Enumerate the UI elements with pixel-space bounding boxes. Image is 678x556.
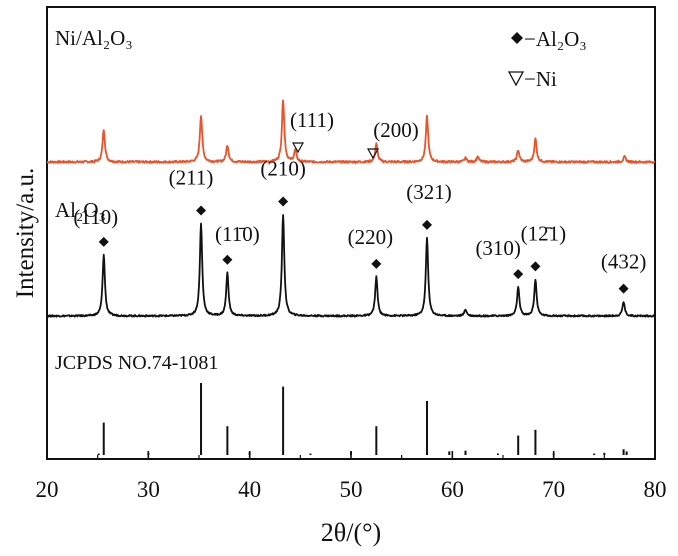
- legend-label-ni: −Ni: [524, 67, 557, 91]
- series-layer: [46, 99, 656, 455]
- hkl-label: (111): [290, 108, 334, 132]
- diamond-marker-icon: [513, 269, 524, 280]
- hkl-label: (321): [406, 180, 452, 204]
- x-tick-label: 40: [238, 477, 261, 502]
- diamond-marker-icon: [371, 258, 382, 269]
- diamond-marker-icon: [618, 283, 629, 294]
- diamond-marker-icon: [278, 196, 289, 207]
- hkl-label: (310): [475, 236, 521, 260]
- hkl-label: (200): [373, 118, 419, 142]
- series-label-jcpds: JCPDS NO.74-1081: [55, 352, 218, 374]
- series-line-al2o3: [46, 214, 656, 318]
- hkl-label: (211): [169, 166, 214, 190]
- annotation-layer: (110) (211) (11̄0) (210) (220) (321) (310)(12̄…: [73, 108, 646, 294]
- diamond-marker-icon: [422, 219, 432, 230]
- x-tick-label: 50: [340, 477, 363, 502]
- hkl-label: (220): [348, 225, 394, 249]
- hkl-label: (11̄0): [215, 222, 260, 246]
- hkl-label: (110): [73, 205, 118, 229]
- diamond-marker-icon: [222, 254, 233, 265]
- x-axis-label: 2θ/(°): [321, 518, 381, 547]
- legend: −Al₂O₃ −Ni: [507, 27, 587, 91]
- series-label-ni: Ni/Al₂O₃: [55, 26, 133, 50]
- x-tick-label: 70: [542, 477, 565, 502]
- x-tick-label: 20: [36, 477, 59, 502]
- hkl-label: (210): [260, 157, 306, 181]
- triangle-marker-icon: [291, 142, 305, 154]
- x-tick-label: 80: [644, 477, 667, 502]
- x-tick-label: 30: [137, 477, 160, 502]
- diamond-marker-icon: [196, 205, 207, 216]
- triangle-marker-icon: [366, 148, 380, 160]
- legend-triangle-icon: [507, 71, 525, 87]
- legend-label-al2o3: −Al₂O₃: [524, 27, 587, 51]
- diamond-marker-icon: [98, 236, 109, 247]
- x-tick-label: 60: [441, 477, 464, 502]
- series-line-ni-al2o3: [46, 99, 656, 164]
- y-axis-label: Intensity/a.u.: [12, 168, 39, 299]
- diamond-marker-icon: [530, 261, 541, 272]
- hkl-label: (432): [601, 250, 647, 274]
- hkl-label: (12̄1): [521, 221, 567, 245]
- legend-diamond-icon: [511, 32, 523, 44]
- series-label-al: Al₂O₃: [55, 198, 106, 222]
- x-axis-ticks: 20 30 40 50 60 70 80: [36, 451, 667, 502]
